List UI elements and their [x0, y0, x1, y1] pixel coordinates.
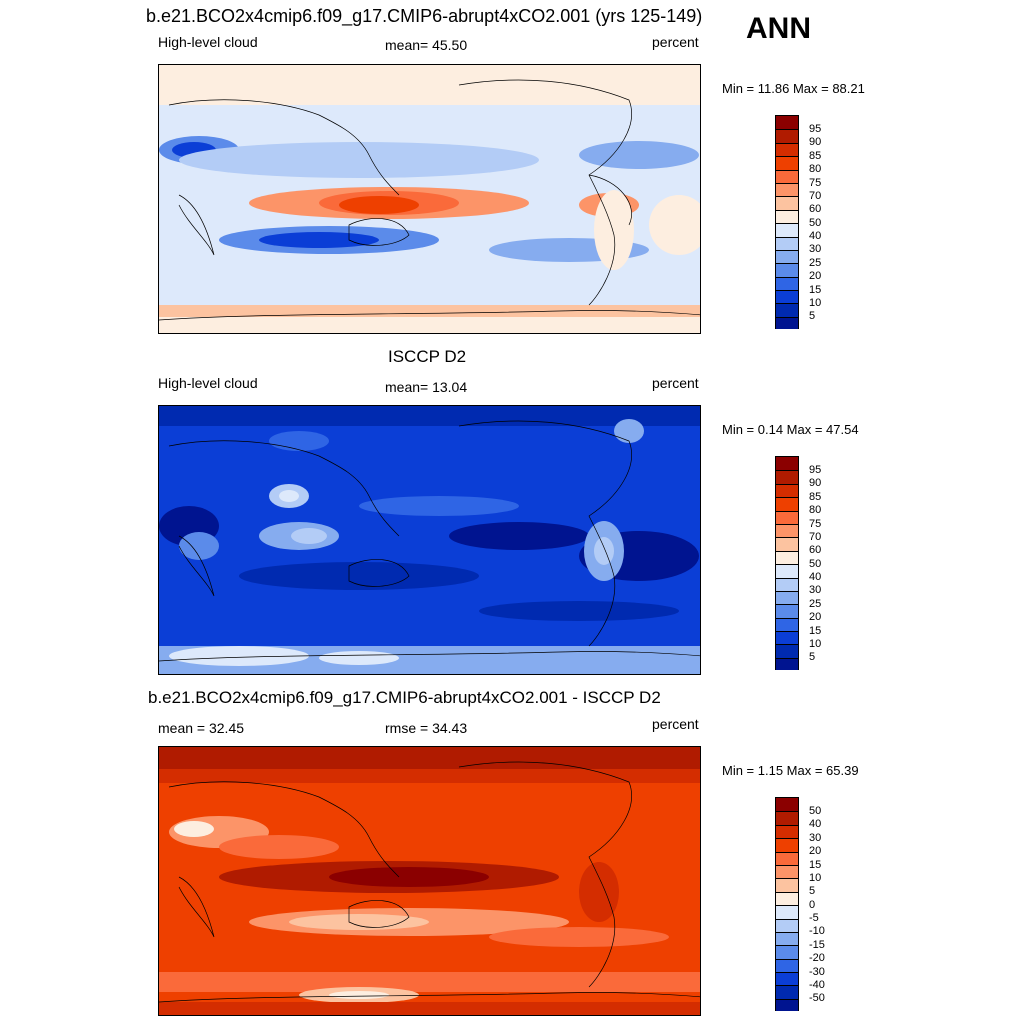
- panel2-units-label: percent: [652, 375, 699, 391]
- panel2-cbar-label: 10: [809, 638, 822, 650]
- panel1-cbar-label: 15: [809, 284, 822, 296]
- panel3-rmse-label: rmse = 34.43: [385, 720, 468, 736]
- panel1-minmax: Min = 11.86 Max = 88.21: [722, 81, 865, 96]
- panel3-cbar-label: -15: [809, 939, 825, 951]
- panel2-cbar-label: 15: [809, 625, 822, 637]
- panel3-cbar-label: 30: [809, 832, 822, 844]
- panel3-cbar-label: -30: [809, 966, 825, 978]
- panel1-variable-label: High-level cloud: [158, 34, 258, 50]
- panel3-cbar-label: -50: [809, 992, 825, 1004]
- panel1-cbar-label: 5: [809, 310, 816, 322]
- panel2-cbar-label: 80: [809, 504, 822, 516]
- panel2-map: [158, 405, 701, 675]
- panel3-cbar-label: 10: [809, 872, 822, 884]
- panel1-cbar-label: 70: [809, 190, 822, 202]
- panel3-cbar-label: 50: [809, 805, 822, 817]
- panel3-cbar-label: -40: [809, 979, 825, 991]
- panel3-cbar-label: -10: [809, 925, 825, 937]
- panel3-cbar-label: 40: [809, 818, 822, 830]
- panel1-cbar-label: 75: [809, 177, 822, 189]
- panel3-cbar-label: 5: [809, 885, 816, 897]
- panel3-cbar-label: -20: [809, 952, 825, 964]
- panel1-colorbar: [775, 115, 799, 329]
- panel2-cbar-label: 40: [809, 571, 822, 583]
- panel3-cbar-label: 20: [809, 845, 822, 857]
- panel3-units-label: percent: [652, 716, 699, 732]
- panel1-cbar-label: 40: [809, 230, 822, 242]
- panel1-cbar-label: 60: [809, 203, 822, 215]
- panel1-cbar-label: 20: [809, 270, 822, 282]
- panel1-map: [158, 64, 701, 334]
- panel2-cbar-label: 20: [809, 611, 822, 623]
- panel3-cbar-label: 15: [809, 859, 822, 871]
- panel2-cbar-label: 60: [809, 544, 822, 556]
- panel2-cbar-label: 90: [809, 477, 822, 489]
- panel1-cbar-label: 85: [809, 150, 822, 162]
- panel2-cbar-label: 95: [809, 464, 822, 476]
- panel1-cbar-label: 50: [809, 217, 822, 229]
- panel1-cbar-label: 30: [809, 243, 822, 255]
- panel1-cbar-label: 25: [809, 257, 822, 269]
- panel3-map: [158, 746, 701, 1016]
- panel1-cbar-label: 90: [809, 136, 822, 148]
- panel2-cbar-label: 50: [809, 558, 822, 570]
- panel1-units-label: percent: [652, 34, 699, 50]
- panel1-cbar-label: 10: [809, 297, 822, 309]
- panel3-minmax: Min = 1.15 Max = 65.39: [722, 763, 859, 778]
- panel3-cbar-label: 0: [809, 899, 816, 911]
- panel2-cbar-label: 30: [809, 584, 822, 596]
- panel2-cbar-label: 85: [809, 491, 822, 503]
- figure-title: b.e21.BCO2x4cmip6.f09_g17.CMIP6-abrupt4x…: [146, 6, 703, 26]
- panel1-cbar-label: 95: [809, 123, 822, 135]
- panel3-cbar-label: -5: [809, 912, 819, 924]
- panel3-title: b.e21.BCO2x4cmip6.f09_g17.CMIP6-abrupt4x…: [148, 688, 661, 707]
- panel1-cbar-label: 80: [809, 163, 822, 175]
- panel2-cbar-label: 75: [809, 518, 822, 530]
- panel2-cbar-label: 25: [809, 598, 822, 610]
- panel2-mean-label: mean= 13.04: [385, 379, 468, 395]
- panel2-title: ISCCP D2: [388, 347, 467, 366]
- panel2-colorbar: [775, 456, 799, 670]
- panel2-cbar-label: 70: [809, 531, 822, 543]
- panel3-colorbar: [775, 797, 799, 1011]
- season-label: ANN: [746, 12, 811, 45]
- panel2-variable-label: High-level cloud: [158, 375, 258, 391]
- panel2-cbar-label: 5: [809, 651, 816, 663]
- panel1-mean-label: mean= 45.50: [385, 37, 468, 53]
- panel2-minmax: Min = 0.14 Max = 47.54: [722, 422, 859, 437]
- panel3-mean-label: mean = 32.45: [158, 720, 245, 736]
